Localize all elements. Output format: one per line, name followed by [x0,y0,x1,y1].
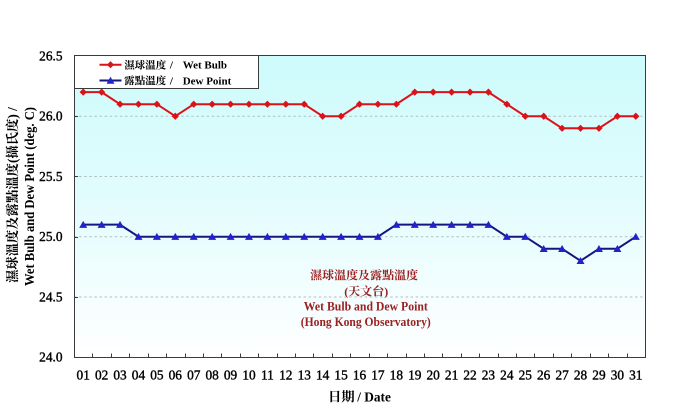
svg-text:/ Date: / Date [356,389,391,404]
svg-text:Dew Point: Dew Point [183,75,232,87]
svg-text:18: 18 [390,368,404,383]
svg-text:09: 09 [224,368,238,383]
svg-text:Wet Bulb and Dew Point (deg. C: Wet Bulb and Dew Point (deg. C) [22,107,37,286]
svg-text:29: 29 [592,368,606,383]
svg-text:06: 06 [169,368,183,383]
svg-text:26: 26 [537,368,551,383]
svg-text:15: 15 [334,368,348,383]
svg-text:11: 11 [261,368,274,383]
svg-text:/: / [5,107,20,112]
svg-text:14: 14 [316,368,330,383]
svg-text:27: 27 [555,368,569,383]
svg-text:25.0: 25.0 [39,229,63,244]
svg-text:23: 23 [482,368,496,383]
svg-text:26.0: 26.0 [39,109,63,124]
svg-text:25.5: 25.5 [39,169,63,184]
svg-text:30: 30 [611,368,625,383]
svg-text:02: 02 [95,368,108,383]
svg-text:08: 08 [205,368,219,383]
svg-text:(Hong Kong Observatory): (Hong Kong Observatory) [301,315,431,329]
svg-text:26.5: 26.5 [39,48,63,63]
svg-text:19: 19 [408,368,422,383]
svg-text:25: 25 [519,368,533,383]
svg-text:/: / [169,75,174,87]
svg-text:31: 31 [629,368,642,383]
svg-text:13: 13 [298,368,312,383]
svg-text:Wet Bulb and Dew Point: Wet Bulb and Dew Point [304,299,429,313]
svg-text:01: 01 [77,368,90,383]
svg-text:24.0: 24.0 [39,350,63,365]
svg-text:16: 16 [353,368,367,383]
svg-text:21: 21 [445,368,458,383]
svg-text:22: 22 [463,368,476,383]
svg-text:/: / [169,60,174,72]
svg-text:(: ( [344,284,348,298]
svg-text:03: 03 [113,368,127,383]
svg-text:24.5: 24.5 [39,289,63,304]
svg-text:Wet Bulb: Wet Bulb [183,60,227,72]
svg-text:04: 04 [132,368,146,383]
svg-text:24: 24 [500,368,514,383]
svg-text:12: 12 [279,368,292,383]
svg-text:28: 28 [574,368,588,383]
svg-text:05: 05 [150,368,164,383]
svg-text:(: ( [5,158,20,163]
svg-text:): ) [384,284,388,298]
svg-text:10: 10 [242,368,256,383]
svg-text:20: 20 [427,368,441,383]
svg-text:07: 07 [187,368,201,383]
svg-text:17: 17 [371,368,385,383]
svg-text:): ) [5,114,20,118]
